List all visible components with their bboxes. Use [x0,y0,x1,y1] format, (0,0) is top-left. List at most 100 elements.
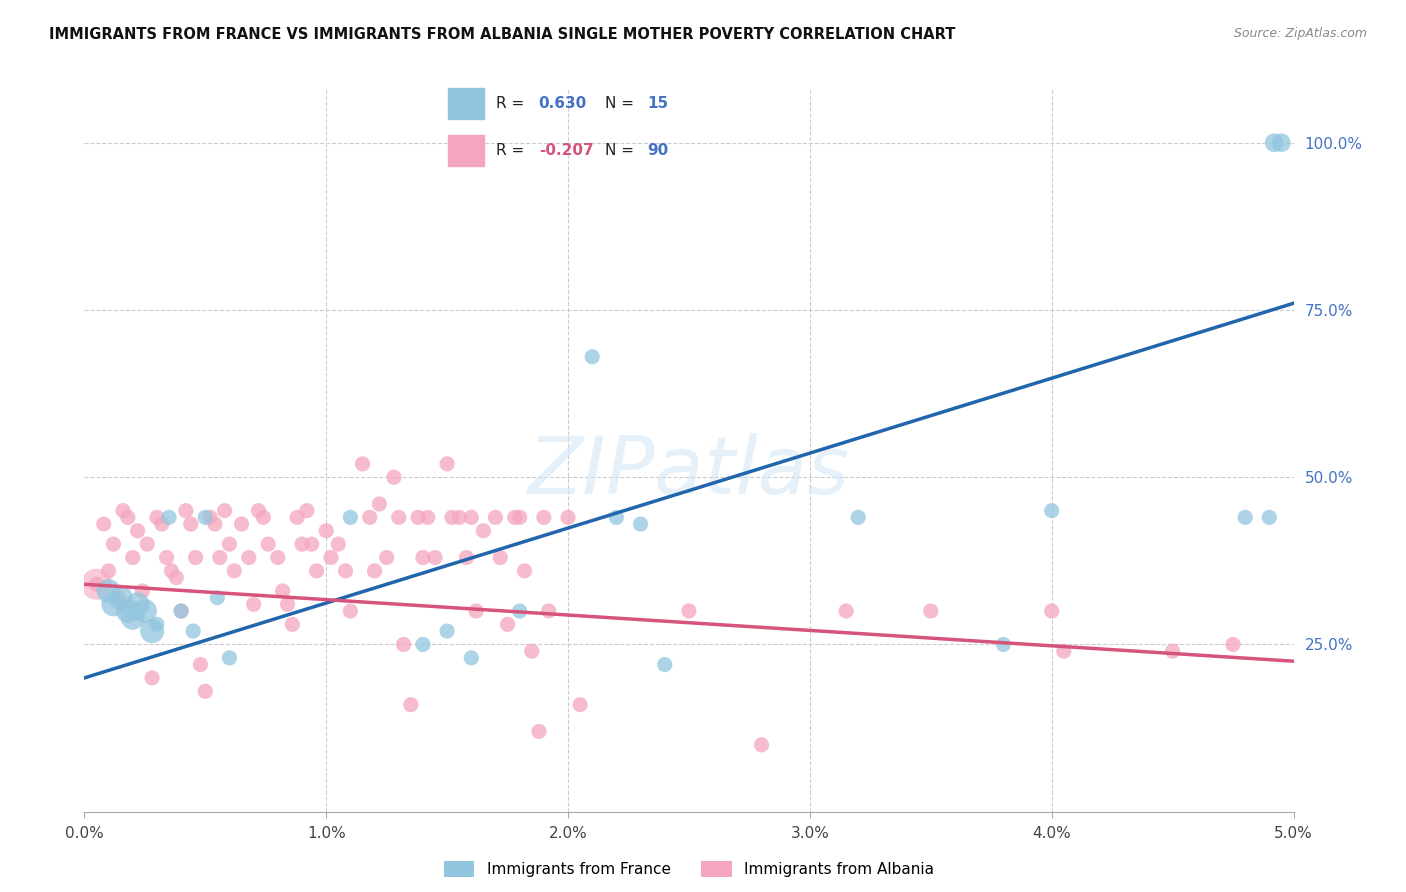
Point [557,510,579,524]
Point [319,550,342,565]
Point [465,604,488,618]
Point [436,457,458,471]
Point [335,564,357,578]
Point [460,651,482,665]
Point [127,598,149,612]
Point [208,550,231,565]
Point [513,564,536,578]
Point [194,684,217,698]
Point [654,657,676,672]
Point [339,604,361,618]
Point [141,671,163,685]
Point [399,698,422,712]
Point [170,604,193,618]
Point [537,604,560,618]
Point [181,624,204,639]
Point [375,550,398,565]
Point [440,510,463,524]
Text: R =: R = [496,96,530,111]
Point [136,537,159,551]
Point [352,457,374,471]
Point [1222,637,1244,651]
Point [218,651,240,665]
Point [368,497,391,511]
Point [496,617,519,632]
Point [155,550,177,565]
Text: 15: 15 [647,96,669,111]
Point [121,550,143,565]
Legend: Immigrants from France, Immigrants from Albania: Immigrants from France, Immigrants from … [437,855,941,884]
Point [1234,510,1257,524]
Point [460,510,482,524]
Point [472,524,495,538]
Point [533,510,555,524]
Point [569,698,592,712]
Point [131,584,153,599]
Point [238,550,260,565]
Point [242,598,264,612]
Point [605,510,627,524]
Point [993,637,1015,651]
Point [86,577,108,591]
Point [291,537,314,551]
Point [218,537,240,551]
Point [406,510,429,524]
Text: -0.207: -0.207 [538,144,593,158]
Point [93,517,115,532]
Point [363,564,385,578]
Point [97,564,120,578]
Point [174,503,197,517]
Point [527,724,550,739]
Point [295,503,318,517]
Point [190,657,212,672]
Point [121,611,143,625]
Point [107,591,129,605]
Point [412,637,434,651]
Point [1040,503,1063,517]
Point [160,564,183,578]
Point [117,510,139,524]
Point [503,510,526,524]
Point [416,510,439,524]
Point [112,503,135,517]
Point [276,598,298,612]
Text: N =: N = [605,144,638,158]
Text: IMMIGRANTS FROM FRANCE VS IMMIGRANTS FROM ALBANIA SINGLE MOTHER POVERTY CORRELAT: IMMIGRANTS FROM FRANCE VS IMMIGRANTS FRO… [49,27,956,42]
Point [214,503,236,517]
Point [920,604,942,618]
Point [207,591,229,605]
Point [267,550,290,565]
Bar [449,136,484,166]
Point [359,510,381,524]
Point [110,591,132,605]
Point [678,604,700,618]
Text: Source: ZipAtlas.com: Source: ZipAtlas.com [1233,27,1367,40]
Point [252,510,274,524]
Point [1161,644,1184,658]
Point [1040,604,1063,618]
Text: ZIPatlas: ZIPatlas [527,434,851,511]
Point [392,637,415,651]
Point [751,738,773,752]
Point [165,571,187,585]
Point [247,503,270,517]
Point [630,517,652,532]
Point [141,624,163,639]
Point [484,510,506,524]
Point [456,550,478,565]
Point [339,510,361,524]
Point [231,517,253,532]
Point [146,617,169,632]
Point [423,550,446,565]
Point [198,510,221,524]
Point [509,604,531,618]
Point [509,510,531,524]
Point [157,510,180,524]
Point [835,604,858,618]
Text: N =: N = [605,96,638,111]
Point [170,604,193,618]
Point [146,510,169,524]
Point [117,604,139,618]
Point [520,644,543,658]
Point [134,604,156,618]
